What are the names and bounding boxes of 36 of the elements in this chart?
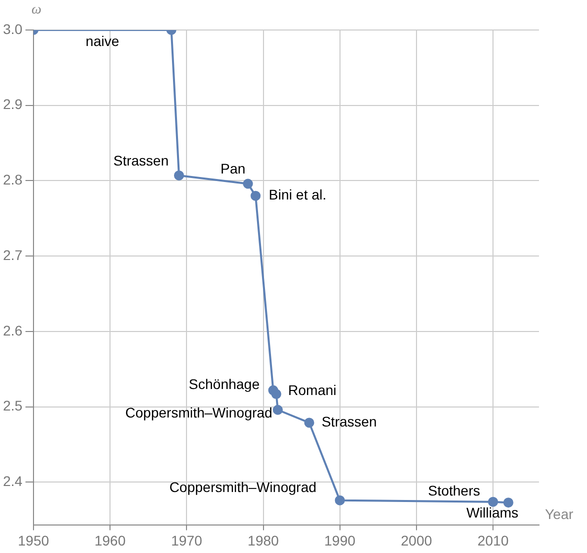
annotation: Stothers: [428, 482, 480, 499]
point: [503, 498, 514, 508]
x-tick-label: 1950: [18, 532, 50, 548]
y-tick-label: 2.9: [2, 96, 23, 112]
annotation: Schönhage: [188, 376, 260, 392]
y-tick-label: 2.6: [2, 322, 23, 338]
annotation: Coppersmith–Winograd: [125, 404, 272, 421]
x-tick-label: 1980: [248, 532, 280, 548]
point: [272, 404, 283, 415]
x-tick-label: 2010: [477, 532, 509, 548]
x-tick-label: 1990: [324, 532, 356, 548]
x-axis-title: Year: [545, 506, 574, 522]
x-tick-label: 1970: [171, 532, 202, 548]
point: [271, 389, 282, 400]
point: [304, 418, 314, 428]
point: [488, 496, 498, 507]
annotation: Pan: [220, 160, 246, 177]
x-tick-label: 1960: [94, 532, 126, 548]
annotation: naive: [86, 32, 120, 49]
point: [174, 170, 184, 180]
annotation: Coppersmith–Winograd: [169, 479, 316, 496]
point: [334, 495, 345, 506]
y-axis-title: ω: [31, 2, 42, 18]
y-tick-label: 2.5: [2, 398, 23, 414]
point: [242, 178, 253, 189]
x-tick-label: 2000: [400, 532, 432, 548]
y-tick-label: 2.7: [2, 246, 23, 263]
point: [250, 190, 261, 201]
annotation: Strassen: [113, 152, 169, 168]
y-tick-label: 2.8: [2, 172, 23, 188]
annotation: Strassen: [322, 414, 377, 430]
annotation: Williams: [466, 504, 518, 520]
y-tick-label: 2.4: [2, 473, 23, 490]
y-tick-label: 3.0: [2, 20, 23, 37]
annotation: Bini et al.: [268, 186, 326, 203]
annotation: Romani: [288, 382, 336, 398]
